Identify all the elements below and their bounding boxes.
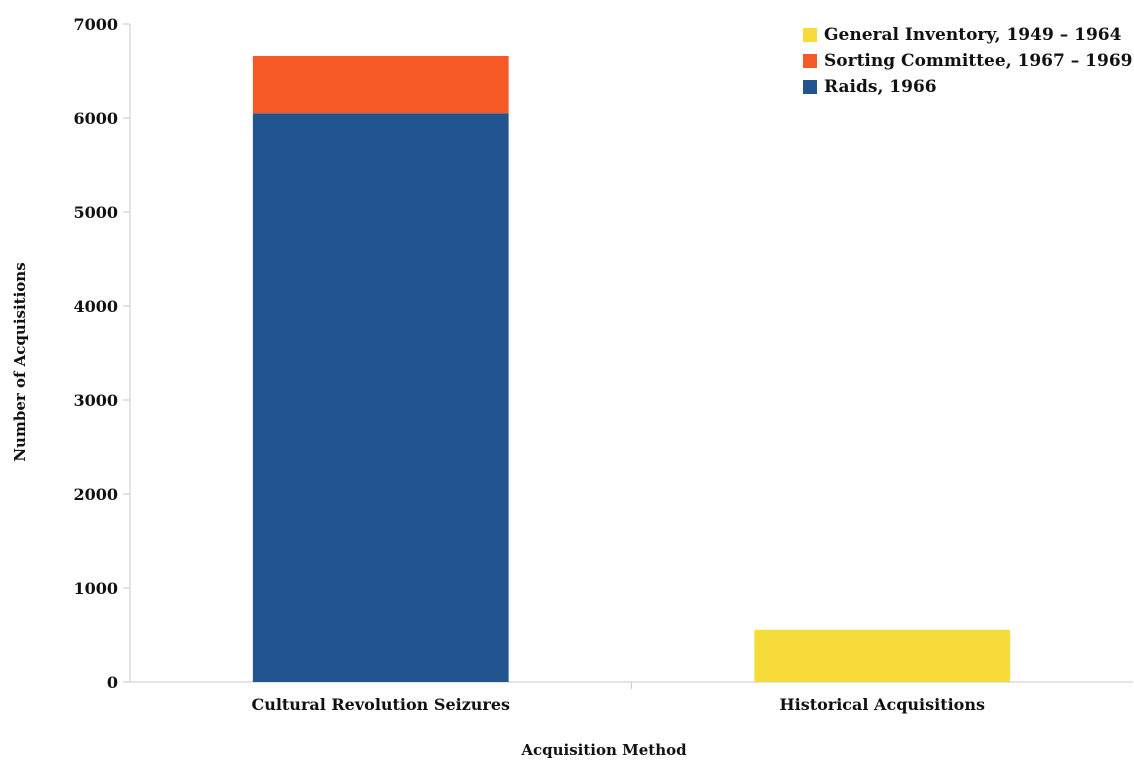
legend-swatch xyxy=(803,28,817,42)
bar-segment xyxy=(754,629,1011,682)
x-axis-categories: Cultural Revolution Seizures Historical A… xyxy=(251,682,985,714)
y-tick-label: 3000 xyxy=(73,391,118,410)
y-tick-label: 6000 xyxy=(73,109,118,128)
legend-label: Raids, 1966 xyxy=(824,77,937,97)
y-tick-label: 1000 xyxy=(73,579,118,598)
chart-bars xyxy=(252,55,1011,683)
legend-swatch xyxy=(803,80,817,94)
legend-swatch xyxy=(803,54,817,68)
legend-label: Sorting Committee, 1967 – 1969 xyxy=(824,51,1133,71)
y-axis-ticks: 0 1000 2000 3000 4000 5000 6000 7000 xyxy=(73,15,130,692)
bar-segment xyxy=(252,55,509,114)
x-axis-title: Acquisition Method xyxy=(520,741,687,759)
y-tick-label: 0 xyxy=(107,673,118,692)
y-axis-title: Number of Acquisitions xyxy=(11,262,29,461)
x-category-label: Historical Acquisitions xyxy=(780,695,985,714)
chart-legend: General Inventory, 1949 – 1964 Sorting Co… xyxy=(803,25,1133,97)
y-tick-label: 7000 xyxy=(73,15,118,34)
bar-segment xyxy=(252,113,509,683)
legend-label: General Inventory, 1949 – 1964 xyxy=(824,25,1122,45)
y-tick-label: 4000 xyxy=(73,297,118,316)
y-tick-label: 5000 xyxy=(73,203,118,222)
y-tick-label: 2000 xyxy=(73,485,118,504)
x-category-label: Cultural Revolution Seizures xyxy=(251,695,510,714)
